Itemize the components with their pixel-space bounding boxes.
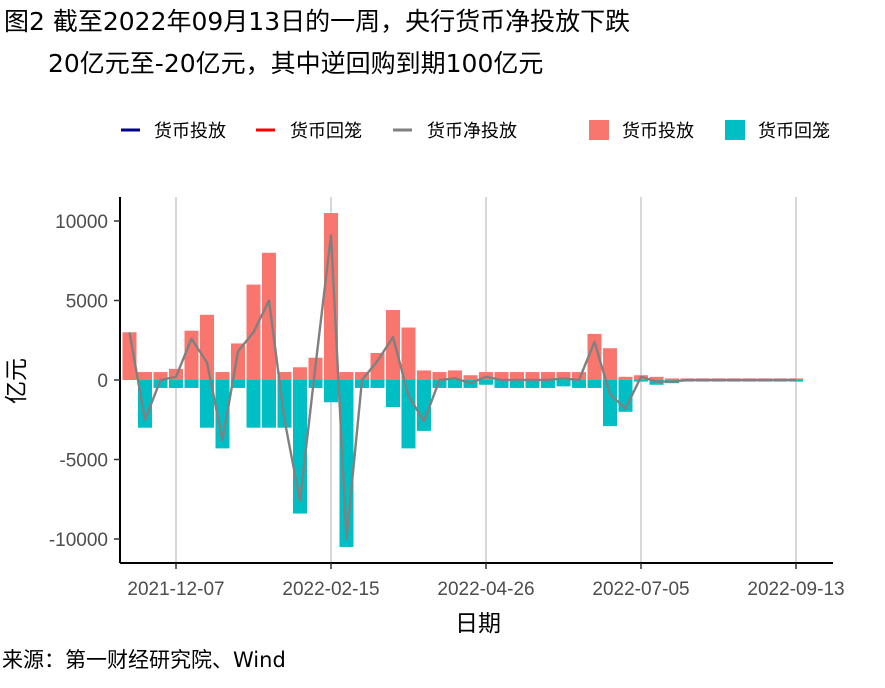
bar-injection	[510, 372, 524, 380]
x-tick-label: 2021-12-07	[127, 579, 224, 600]
bar-injection	[448, 370, 462, 380]
bar-injection	[541, 372, 555, 380]
bar-withdrawal	[479, 380, 493, 385]
chart-title-line2: 20亿元至-20亿元，其中逆回购到期100亿元	[48, 49, 544, 78]
bar-withdrawal	[448, 380, 462, 388]
y-tick-label: -10000	[49, 530, 108, 551]
legend-label-injection-bar: 货币投放	[622, 121, 694, 142]
bar-withdrawal	[587, 380, 602, 388]
bar-withdrawal	[603, 380, 617, 427]
bar-injection	[463, 375, 478, 380]
legend-label-withdrawal-bar: 货币回笼	[758, 121, 830, 142]
y-tick-label: 0	[97, 371, 108, 392]
bar-injection	[153, 372, 168, 380]
bar-injection	[355, 372, 369, 380]
bar-withdrawal	[417, 380, 431, 431]
y-tick-label: 5000	[66, 292, 108, 313]
y-tick-labels: 10000 5000 0 -5000 -10000	[49, 212, 108, 551]
bars-injection	[122, 213, 803, 380]
y-tick-label: 10000	[55, 212, 108, 233]
bar-injection	[122, 332, 137, 380]
bar-withdrawal	[262, 380, 276, 428]
source-note: 来源：第一财经研究院、Wind	[2, 648, 286, 672]
axes	[114, 197, 833, 569]
bar-injection	[494, 372, 509, 380]
legend: 货币投放 货币回笼 货币净投放 货币投放 货币回笼	[121, 120, 830, 142]
bar-withdrawal	[324, 380, 338, 403]
y-axis-title: 亿元	[4, 358, 30, 404]
x-tick-label: 2022-07-05	[592, 579, 689, 600]
bars-withdrawal	[138, 380, 803, 547]
bar-withdrawal	[169, 380, 183, 388]
bar-withdrawal	[634, 380, 648, 382]
bar-injection	[572, 372, 586, 380]
bar-injection	[262, 252, 276, 380]
bar-withdrawal	[556, 380, 571, 387]
x-axis-title: 日期	[455, 611, 501, 637]
bar-withdrawal	[572, 380, 586, 388]
x-tick-label: 2022-02-15	[282, 579, 379, 600]
bar-withdrawal	[184, 380, 199, 388]
bar-withdrawal	[215, 380, 230, 449]
bar-withdrawal	[494, 380, 509, 388]
y-tick-label: -5000	[59, 451, 108, 472]
bar-withdrawal	[525, 380, 540, 388]
legend-label-net-line: 货币净投放	[427, 121, 517, 142]
bar-withdrawal	[138, 380, 152, 428]
legend-key-bar-injection	[589, 120, 609, 140]
bar-injection	[618, 376, 633, 380]
net-injection-line	[128, 234, 796, 541]
bar-withdrawal	[153, 380, 168, 388]
bar-injection	[401, 327, 416, 380]
bar-injection	[587, 333, 602, 380]
bar-injection	[649, 376, 664, 380]
x-tick-label: 2022-04-26	[437, 579, 534, 600]
bar-withdrawal	[510, 380, 524, 388]
bar-injection	[138, 372, 152, 380]
x-tick-labels: 2021-12-07 2022-02-15 2022-04-26 2022-07-05…	[127, 579, 844, 600]
bar-withdrawal	[308, 380, 323, 388]
bar-injection	[200, 314, 214, 380]
bar-injection	[665, 378, 679, 380]
bar-injection	[386, 310, 400, 380]
bar-injection	[525, 372, 540, 380]
bar-withdrawal	[231, 380, 245, 388]
bar-injection	[339, 372, 354, 380]
bar-withdrawal	[401, 380, 416, 449]
bar-injection	[417, 370, 431, 380]
bar-injection	[603, 348, 617, 380]
bar-withdrawal	[246, 380, 261, 428]
legend-label-injection-line: 货币投放	[154, 121, 226, 142]
bar-injection	[556, 372, 571, 380]
legend-key-bar-withdrawal	[725, 120, 745, 140]
bar-withdrawal	[541, 380, 555, 388]
chart-title-line1: 图2 截至2022年09月13日的一周，央行货币净投放下跌	[4, 7, 631, 36]
bar-injection	[432, 372, 447, 380]
x-tick-label: 2022-09-13	[747, 579, 844, 600]
bar-injection	[293, 367, 307, 380]
net-line-path	[128, 234, 796, 541]
legend-label-withdrawal-line: 货币回笼	[290, 121, 362, 142]
bar-withdrawal	[386, 380, 400, 408]
bar-withdrawal	[432, 380, 447, 388]
bar-withdrawal	[200, 380, 214, 428]
bar-injection	[370, 352, 385, 380]
bar-injection	[277, 372, 292, 380]
bar-withdrawal	[370, 380, 385, 388]
bar-injection	[215, 372, 230, 380]
